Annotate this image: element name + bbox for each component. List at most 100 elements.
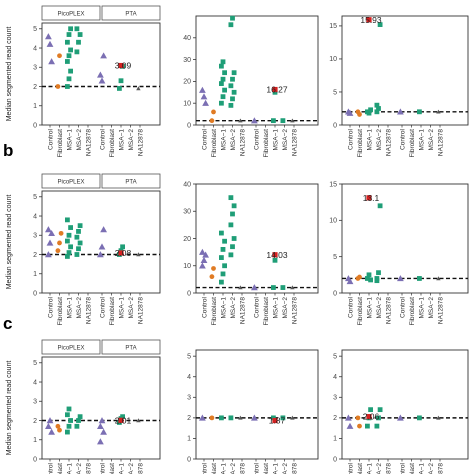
data-point-pta-MSA−1: [417, 276, 422, 281]
data-point-picoplex-MSA−2: [74, 49, 80, 55]
facet-label-picoplex: PicoPLEX: [57, 12, 84, 18]
data-point-pta-NA12878: [136, 252, 141, 257]
data-point-picoplex-MSA−1: [68, 225, 73, 230]
data-point-picoplex-Control: [45, 251, 52, 258]
data-point-picoplex-Control: [46, 239, 54, 246]
data-point-pta-Control: [100, 428, 107, 435]
data-point-picoplex-MSA−1: [219, 81, 224, 86]
data-point-picoplex-MSA−1: [366, 110, 372, 116]
data-point-picoplex-MSA−2: [376, 415, 381, 421]
data-point-picoplex-MSA−2: [230, 211, 235, 217]
facet-label-pta: PTA: [125, 346, 136, 352]
data-point-pta-MSA−1: [117, 86, 122, 91]
facet-label-picoplex: PicoPLEX: [57, 346, 84, 352]
data-point-picoplex-Fibroblast: [211, 266, 216, 271]
data-point-picoplex-MSA−2: [76, 39, 81, 45]
x-tick-label: Control: [347, 128, 354, 150]
data-point-pta-NA12878: [436, 109, 441, 114]
x-tick-label: MSA−2: [230, 129, 237, 151]
y-axis-title: Median segmented read count: [6, 27, 13, 122]
x-tick-label: MSA−1: [118, 463, 125, 474]
data-point-picoplex-MSA−1: [65, 238, 70, 244]
data-point-picoplex-MSA−2: [74, 423, 80, 429]
x-tick-label: MSA−1: [66, 463, 73, 474]
data-point-picoplex-Control: [48, 428, 55, 435]
x-tick-label: Control: [201, 462, 208, 474]
y-tick-label: 2: [187, 415, 191, 422]
data-point-picoplex-MSA−2: [77, 223, 83, 229]
x-tick-label: MSA−1: [66, 129, 73, 151]
facet-strip-pta: [101, 173, 161, 189]
x-tick-label: MSA−2: [128, 129, 135, 151]
x-tick-label: MSA−1: [118, 297, 125, 319]
data-point-picoplex-MSA−1: [222, 87, 227, 93]
data-point-pta-Control: [100, 226, 107, 233]
y-tick-label: 5: [33, 360, 37, 367]
panel-r3-c2: 0123451.87ControlFibroblastMSA−1MSA−2NA1…: [187, 349, 319, 474]
data-point-picoplex-Control: [199, 248, 206, 255]
data-point-picoplex-MSA−1: [219, 230, 224, 236]
data-point-picoplex-Control: [200, 256, 208, 264]
data-point-picoplex-Control: [45, 422, 52, 430]
y-tick-label: 10: [329, 56, 337, 63]
row-label-b: b: [3, 141, 14, 160]
facet-strip-pta: [101, 339, 161, 355]
x-tick-label: NA12878: [385, 297, 392, 324]
data-point-picoplex-Control: [202, 99, 209, 106]
x-tick-label: MSA−1: [118, 129, 125, 151]
data-point-picoplex-Fibroblast: [209, 274, 215, 280]
data-point-picoplex-MSA−1: [66, 53, 72, 59]
data-point-picoplex-MSA−2: [377, 407, 383, 413]
panel-r2-c1: PicoPLEX PTA 0 1 2 3 4 5 Median segmented read c…: [6, 173, 161, 326]
highlight-label: 14.03: [266, 250, 288, 260]
x-tick-label: MSA−2: [76, 129, 83, 151]
y-tick-label: 40: [183, 35, 191, 42]
x-tick-label: Control: [347, 296, 354, 318]
x-tick-label: Control: [47, 128, 54, 150]
data-point-picoplex-MSA−1: [368, 277, 373, 283]
data-point-picoplex-MSA−2: [231, 236, 237, 241]
data-point-picoplex-MSA−1: [220, 94, 226, 100]
data-point-picoplex-Fibroblast: [57, 53, 62, 59]
x-tick-label: Control: [253, 462, 260, 474]
highlight-label: 1.87: [269, 416, 286, 426]
x-tick-label: MSA−2: [282, 297, 289, 319]
x-tick-label: MSA−1: [220, 129, 227, 151]
y-tick-label: 3: [33, 399, 37, 406]
data-point-picoplex-MSA−1: [66, 250, 72, 255]
data-point-picoplex-MSA−2: [376, 270, 381, 276]
data-point-picoplex-MSA−1: [368, 107, 373, 113]
row-label-c: c: [3, 314, 13, 333]
x-tick-label: MSA−1: [220, 297, 227, 319]
y-tick-label: 2: [33, 418, 37, 425]
highlight-label: 15.93: [360, 15, 382, 25]
y-tick-label: 0: [33, 456, 37, 463]
panel-frame: [41, 22, 161, 126]
x-tick-label: MSA−2: [76, 463, 83, 474]
y-tick-label: 4: [33, 45, 37, 52]
x-tick-label: MSA−2: [76, 297, 83, 319]
x-tick-label: Control: [47, 462, 54, 474]
highlight-point: [118, 62, 124, 69]
y-tick-label: 0: [333, 456, 337, 463]
x-tick-label: MSA−1: [366, 129, 373, 151]
x-tick-label: MSA−1: [272, 463, 279, 474]
y-tick-label: 1: [333, 436, 337, 443]
data-point-pta-Control: [251, 284, 258, 291]
y-tick-label: 1: [33, 271, 37, 278]
facet-label-pta: PTA: [125, 180, 136, 186]
data-point-picoplex-MSA−1: [68, 47, 73, 53]
x-tick-label: MSA−1: [220, 463, 227, 474]
data-point-picoplex-Fibroblast: [357, 274, 362, 280]
x-tick-label: MSA−2: [128, 463, 135, 474]
x-tick-label: Fibroblast: [263, 297, 270, 326]
x-tick-label: MSA−1: [272, 129, 279, 151]
highlight-label: 2.06: [363, 412, 380, 422]
y-tick-label: 2: [33, 252, 37, 259]
data-point-picoplex-MSA−1: [68, 244, 73, 250]
data-point-picoplex-Control: [345, 414, 352, 421]
data-point-picoplex-MSA−2: [76, 418, 81, 423]
x-tick-label: NA12878: [291, 297, 298, 324]
y-tick-label: 15: [329, 181, 337, 188]
